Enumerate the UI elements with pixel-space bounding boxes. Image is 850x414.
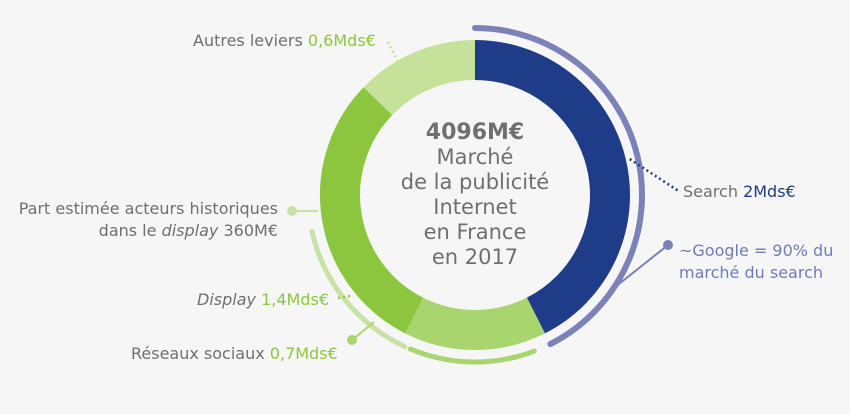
center-line-4: en France bbox=[423, 220, 527, 244]
historiques-dot bbox=[287, 206, 297, 216]
search-leader bbox=[629, 158, 681, 194]
slice-search bbox=[474, 40, 630, 334]
slice-display bbox=[320, 87, 424, 334]
display-leader bbox=[337, 294, 351, 300]
label-historiques-line-2: dans le display 360M€ bbox=[18, 220, 278, 242]
center-line-3: Internet bbox=[433, 195, 517, 219]
slice-reseaux-sociaux bbox=[405, 297, 545, 350]
label-display-name: Display bbox=[197, 290, 256, 309]
center-line-5: en 2017 bbox=[431, 245, 519, 269]
label-historiques-value: 360M€ bbox=[223, 221, 278, 240]
label-google-line-2: marché du search bbox=[679, 263, 824, 282]
label-reseaux-sociaux-name: Réseaux sociaux bbox=[131, 344, 265, 363]
reseaux-arc bbox=[407, 346, 537, 365]
label-search-value: 2Mds€ bbox=[743, 182, 796, 201]
label-google-line-1: ~Google = 90% du bbox=[679, 241, 834, 260]
label-autres-leviers-value: 0,6Mds€ bbox=[307, 31, 376, 50]
donut-center-label: 4096M€ Marché de la publicité Internet e… bbox=[390, 120, 560, 270]
label-google: ~Google = 90% du marché du search bbox=[679, 240, 833, 284]
google-leader bbox=[612, 244, 669, 290]
label-autres-leviers-name: Autres leviers bbox=[193, 31, 303, 50]
label-historiques-dans-le: dans le bbox=[98, 221, 157, 240]
label-reseaux-sociaux: Réseaux sociaux 0,7Mds€ bbox=[131, 343, 338, 365]
label-display-value: 1,4Mds€ bbox=[261, 290, 329, 309]
total-value: 4096M€ bbox=[425, 120, 525, 145]
label-historiques-line-1: Part estimée acteurs historiques bbox=[18, 199, 278, 218]
google-dot bbox=[663, 240, 673, 250]
slice-autres-leviers bbox=[363, 40, 476, 116]
label-historiques: Part estimée acteurs historiques dans le… bbox=[18, 198, 278, 242]
google-share-arc bbox=[472, 25, 645, 348]
label-search-name: Search bbox=[683, 182, 738, 201]
label-display: Display 1,4Mds€ bbox=[197, 289, 329, 311]
label-historiques-display: display bbox=[161, 221, 219, 240]
autres-leader bbox=[386, 41, 400, 63]
label-autres-leviers: Autres leviers 0,6Mds€ bbox=[193, 30, 376, 52]
center-line-2: de la publicité bbox=[400, 170, 550, 194]
reseaux-dot bbox=[347, 335, 357, 345]
historiques-arc bbox=[309, 228, 408, 350]
label-reseaux-sociaux-value: 0,7Mds€ bbox=[269, 344, 338, 363]
center-line-1: Marché bbox=[436, 145, 514, 169]
label-search: Search 2Mds€ bbox=[683, 181, 796, 203]
